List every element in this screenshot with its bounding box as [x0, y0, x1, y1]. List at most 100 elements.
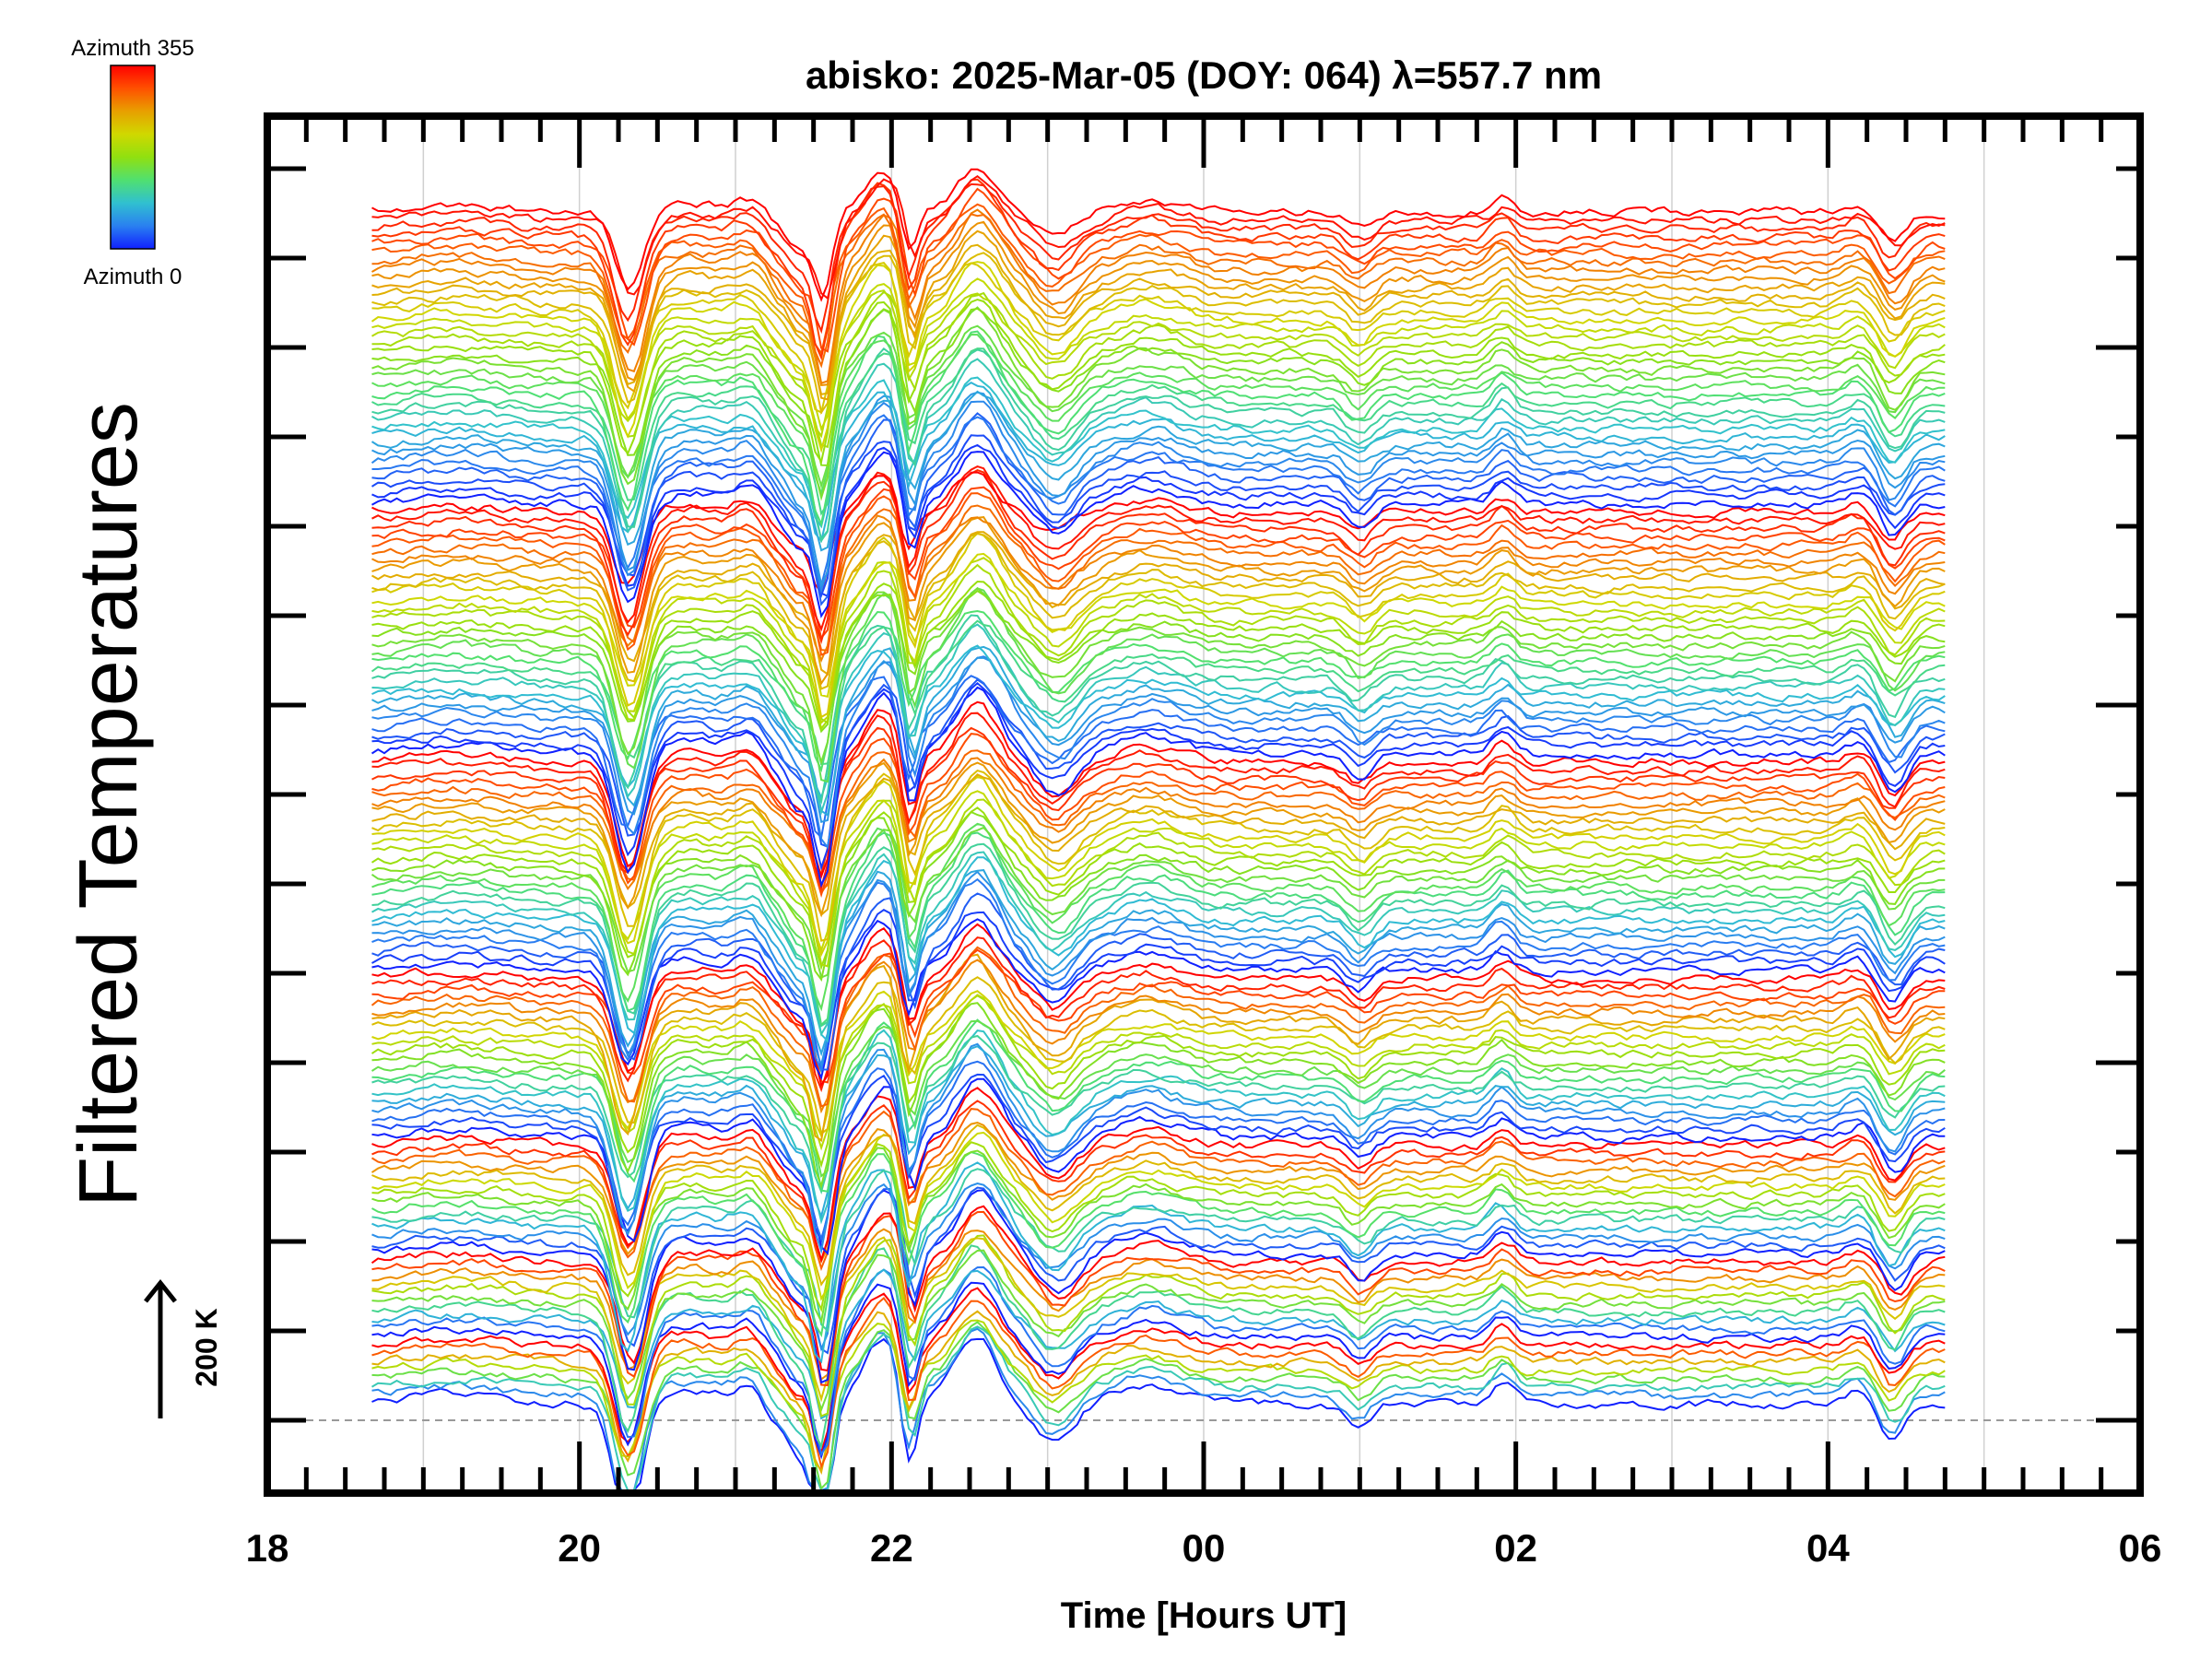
trace	[371, 1168, 1946, 1333]
trace	[371, 757, 1946, 892]
trace	[371, 948, 1946, 1084]
axes	[264, 112, 2144, 1508]
trace	[371, 681, 1946, 871]
trace	[371, 532, 1946, 719]
trace	[371, 434, 1946, 599]
trace	[371, 936, 1946, 1093]
trace	[371, 623, 1946, 816]
trace	[371, 414, 1946, 589]
trace	[371, 775, 1946, 958]
trace	[371, 347, 1946, 516]
trace	[371, 277, 1946, 432]
trace	[371, 298, 1946, 465]
trace	[371, 587, 1946, 783]
x-tick-label: 04	[1806, 1526, 1850, 1570]
trace	[371, 645, 1946, 817]
colorbar-label-top: Azimuth 355	[71, 36, 194, 61]
trace	[371, 1186, 1946, 1355]
trace	[371, 1108, 1946, 1272]
trace	[371, 656, 1946, 824]
trace	[371, 869, 1946, 1057]
trace	[371, 290, 1946, 449]
trace	[371, 1124, 1946, 1287]
trace	[371, 187, 1946, 353]
trace	[371, 946, 1946, 1108]
trace	[371, 994, 1946, 1169]
trace	[371, 1189, 1946, 1384]
trace	[371, 330, 1946, 527]
trace	[371, 400, 1946, 594]
trace	[371, 1210, 1946, 1387]
trace	[371, 1060, 1946, 1242]
trace	[371, 870, 1946, 1069]
trace	[371, 307, 1946, 466]
trace	[371, 1281, 1946, 1460]
colorbar-legend: Azimuth 355 Azimuth 0	[71, 36, 194, 289]
axis-underlay	[264, 1497, 2144, 1508]
trace	[371, 1034, 1946, 1194]
trace	[371, 644, 1946, 800]
trace	[371, 213, 1946, 369]
trace	[371, 1205, 1946, 1372]
trace	[371, 516, 1946, 686]
trace	[371, 918, 1946, 1081]
trace	[371, 1228, 1946, 1382]
y-axis-label: Filtered Temperatures	[63, 402, 155, 1207]
trace	[371, 208, 1946, 385]
trace	[371, 842, 1946, 1028]
arrow-head-icon	[144, 1278, 177, 1303]
trace	[371, 557, 1946, 725]
x-tick-label: 06	[2119, 1526, 2162, 1570]
trace	[371, 994, 1946, 1151]
trace	[371, 1249, 1946, 1413]
x-tick-label: 22	[870, 1526, 913, 1570]
trace	[371, 1234, 1946, 1418]
x-tick-label: 02	[1494, 1526, 1537, 1570]
trace	[371, 877, 1946, 1075]
x-axis-label: Time [Hours UT]	[1061, 1595, 1347, 1636]
x-tick-labels: 18 20 22 00 02 04 06	[246, 1526, 2162, 1570]
trace	[371, 790, 1946, 954]
trace	[371, 492, 1946, 656]
trace	[371, 1018, 1946, 1193]
trace	[371, 168, 1946, 302]
trace	[371, 1131, 1946, 1301]
trace	[371, 486, 1946, 641]
trace	[371, 619, 1946, 766]
x-tick-label: 20	[558, 1526, 601, 1570]
trace	[371, 856, 1946, 1043]
trace	[371, 589, 1946, 734]
scale-bar-label: 200 K	[190, 1308, 223, 1386]
trace	[371, 261, 1946, 453]
trace	[371, 831, 1946, 1028]
trace	[371, 324, 1946, 489]
colorbar	[110, 65, 156, 250]
trace	[371, 609, 1946, 773]
traces	[371, 168, 1946, 1491]
trace	[371, 851, 1946, 1037]
scale-bar: 200 K	[144, 1278, 223, 1418]
trace	[371, 1147, 1946, 1324]
trace	[371, 220, 1946, 386]
trace	[371, 229, 1946, 401]
trace	[371, 798, 1946, 968]
trace	[371, 252, 1946, 416]
trace	[371, 773, 1946, 917]
trace	[371, 552, 1946, 698]
trace	[371, 333, 1946, 497]
trace	[371, 390, 1946, 552]
x-tick-label: 00	[1182, 1526, 1226, 1570]
trace	[371, 174, 1946, 300]
trace	[371, 749, 1946, 896]
trace	[371, 514, 1946, 663]
trace	[371, 614, 1946, 805]
trace	[371, 761, 1946, 918]
trace	[371, 412, 1946, 606]
trace	[371, 182, 1946, 335]
trace	[371, 655, 1946, 850]
trace	[371, 733, 1946, 899]
trace	[371, 347, 1946, 544]
trace	[371, 381, 1946, 544]
trace	[371, 810, 1946, 982]
